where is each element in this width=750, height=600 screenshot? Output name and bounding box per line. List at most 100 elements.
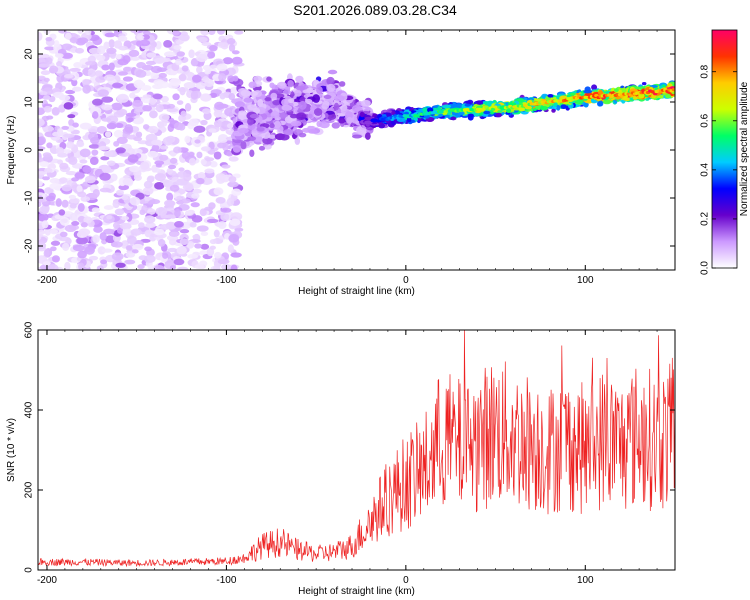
heatmap-cell — [190, 58, 199, 67]
heatmap-cell — [48, 264, 59, 270]
heatmap-cell — [142, 186, 154, 196]
heatmap-cell — [173, 258, 185, 266]
heatmap-cell — [294, 137, 301, 145]
heatmap-cell — [83, 216, 93, 224]
heatmap-cell — [49, 228, 58, 235]
heatmap-cell — [302, 89, 313, 94]
heatmap-cell — [92, 111, 99, 119]
heatmap-cell — [38, 107, 46, 116]
heatmap-cell — [166, 167, 173, 175]
heatmap-cell — [304, 98, 313, 104]
heatmap-cell — [108, 39, 115, 49]
heatmap-cell — [361, 99, 371, 107]
heatmap-cell — [182, 183, 194, 191]
colorbar-gradient — [712, 30, 737, 268]
heatmap-cell — [125, 252, 136, 258]
heatmap-cell — [96, 125, 107, 134]
heatmap-cell — [87, 70, 96, 77]
heatmap-cell — [331, 122, 341, 129]
heatmap-cell — [181, 65, 189, 72]
heatmap-cell — [183, 82, 196, 89]
y-tick-label: 0 — [24, 567, 35, 573]
heatmap-cell — [403, 111, 410, 115]
x-axis-label: Height of straight line (km) — [298, 286, 415, 297]
heatmap-cell — [151, 139, 162, 146]
heatmap-cell — [112, 241, 123, 248]
heatmap-cell — [106, 215, 113, 220]
heatmap-cell — [190, 90, 199, 100]
heatmap-cell — [68, 194, 77, 200]
heatmap-cell — [142, 124, 150, 130]
snr-line — [38, 330, 675, 568]
heatmap-cell — [153, 265, 165, 270]
heatmap-cell — [59, 231, 68, 238]
heatmap-cell — [55, 198, 62, 207]
heatmap-cell — [169, 78, 182, 86]
heatmap-cell — [144, 246, 152, 252]
heatmap-cell — [92, 98, 103, 106]
heatmap-cell — [287, 79, 294, 88]
heatmap-cell — [82, 165, 92, 174]
heatmap-cell — [231, 188, 242, 196]
heatmap-cell — [95, 54, 106, 61]
heatmap-cell — [196, 151, 203, 159]
heatmap-cell — [116, 136, 128, 145]
heatmap-cell — [281, 98, 289, 106]
heatmap-cell — [90, 136, 100, 145]
heatmap-cell — [338, 117, 346, 124]
heatmap-cell — [69, 203, 77, 209]
heatmap-cell — [71, 177, 80, 182]
heatmap-cell — [547, 93, 554, 98]
heatmap-cell — [556, 104, 561, 111]
heatmap-cell — [180, 110, 187, 117]
heatmap-cell — [129, 196, 141, 206]
heatmap-cell — [422, 107, 429, 113]
heatmap-cell — [263, 143, 272, 150]
heatmap-cell — [334, 94, 345, 102]
heatmap-cell — [253, 75, 263, 82]
heatmap-cell — [61, 125, 70, 130]
heatmap-cell — [80, 196, 91, 202]
heatmap-cells — [38, 30, 675, 270]
heatmap-cell — [72, 244, 85, 252]
heatmap-cell — [175, 39, 183, 45]
heatmap-cell — [111, 102, 123, 111]
heatmap-cell — [38, 75, 46, 80]
heatmap-cell — [540, 106, 548, 111]
heatmap-cell — [217, 221, 227, 230]
heatmap-cell — [266, 76, 272, 82]
heatmap-cell — [38, 212, 49, 222]
heatmap-cell — [38, 146, 46, 151]
heatmap-cell — [106, 160, 116, 166]
heatmap-cell — [42, 152, 52, 158]
heatmap-cell — [295, 75, 304, 83]
colorbar-tick-label: 0.6 — [700, 113, 711, 127]
heatmap-cell — [312, 94, 321, 103]
heatmap-cell — [103, 228, 115, 235]
colorbar-tick-label: 0.2 — [700, 212, 711, 226]
x-tick-label: 100 — [577, 275, 594, 286]
heatmap-cell — [279, 133, 290, 141]
heatmap-cell — [169, 238, 177, 246]
heatmap-cell — [196, 225, 209, 232]
colorbar-tick-label: 0.8 — [700, 64, 711, 78]
heatmap-cell — [192, 188, 202, 194]
heatmap-cell — [77, 202, 85, 212]
heatmap-cell — [444, 114, 450, 118]
heatmap-cell — [39, 161, 50, 168]
heatmap-cell — [230, 212, 243, 221]
heatmap-cell — [72, 122, 79, 128]
heatmap-cell — [164, 51, 176, 58]
heatmap-cell — [45, 57, 53, 65]
heatmap-cell — [209, 161, 218, 168]
heatmap-cell — [483, 110, 491, 115]
heatmap-cell — [154, 57, 165, 64]
heatmap-cell — [69, 67, 81, 72]
heatmap-cell — [91, 207, 100, 213]
heatmap-cell — [243, 97, 253, 103]
heatmap-cell — [282, 89, 291, 95]
heatmap-cell — [158, 113, 170, 122]
heatmap-cell — [364, 116, 373, 121]
heatmap-cell — [159, 154, 169, 161]
heatmap-cell — [638, 92, 645, 99]
